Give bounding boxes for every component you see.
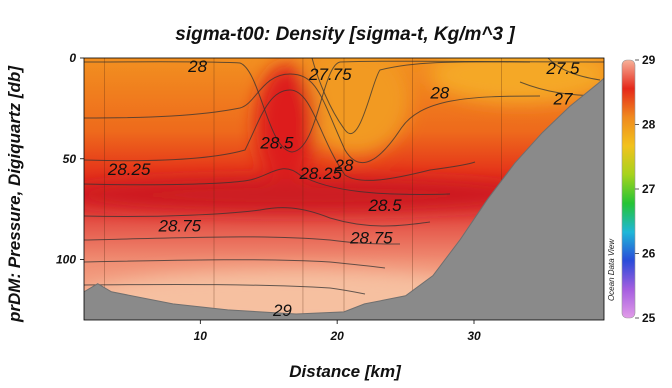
contour-28-5	[84, 168, 451, 195]
station-lines	[104, 58, 502, 320]
colorbar-tick-label: 27	[642, 182, 656, 196]
plot-frame	[83, 57, 605, 321]
x-tick-label: 20	[329, 329, 344, 343]
colorbar-tick-label: 25	[642, 311, 656, 325]
colorbar: 25 26 27 28 29 Ocean Data View	[607, 53, 656, 325]
contour-label: 28.5	[368, 196, 403, 215]
contour-labels: 28 27.752827.52728.2528.52828.2528.528.75…	[107, 57, 580, 320]
contour-label: 28	[334, 156, 354, 175]
contour-label: 28.25	[107, 160, 151, 179]
y-tick-label: 0	[69, 51, 76, 65]
lighter-surface-right	[430, 58, 604, 103]
colorbar-bar	[621, 59, 636, 319]
colorbar-tick-label: 26	[642, 247, 656, 261]
contour-label: 28.75	[349, 228, 393, 247]
x-axis-ticks: 10 20 30	[194, 320, 481, 343]
watermark-text: Ocean Data View	[607, 238, 616, 301]
y-axis-label: prDM: Pressure, Digiquartz [db]	[5, 65, 24, 323]
contour-label: 28.25	[298, 164, 342, 183]
chart-title: sigma-t00: Density [sigma-t, Kg/m^3 ]	[175, 24, 515, 45]
contour-deep-2	[84, 259, 386, 269]
contour-28-25	[84, 89, 476, 181]
contour-label: 27.75	[308, 65, 352, 84]
x-tick-label: 10	[194, 329, 208, 343]
colorbar-tick-label: 28	[642, 118, 656, 132]
y-axis-ticks: 0 50 100	[56, 51, 84, 267]
contour-label: 28.75	[158, 216, 202, 235]
y-tick-label: 100	[56, 253, 76, 267]
contour-label: 28	[187, 57, 207, 76]
contour-label: 27.5	[545, 59, 580, 78]
y-tick-label: 50	[63, 152, 77, 166]
contour-27-5	[547, 58, 601, 81]
contour-label: 28.5	[259, 134, 294, 153]
contour-28-deep	[84, 73, 541, 163]
contour-label: 28	[429, 83, 449, 102]
lighter-surface-center	[300, 58, 410, 155]
contour-28-surface	[84, 60, 604, 153]
contour-label: 29	[272, 301, 292, 320]
dense-layer	[84, 179, 530, 211]
contour-deep-1	[84, 236, 401, 245]
contour-lines	[84, 58, 604, 295]
colorbar-tick-label: 29	[642, 53, 656, 67]
contour-label: 27	[552, 89, 572, 108]
contour-27-75	[311, 58, 531, 134]
contour-deep-3	[84, 283, 366, 295]
x-tick-label: 30	[467, 329, 481, 343]
plot-area	[84, 58, 604, 320]
x-axis-label: Distance [km]	[289, 362, 402, 381]
colorbar-ticks: 25 26 27 28 29	[635, 53, 656, 325]
bottom-topography	[84, 77, 604, 320]
contour-28-75	[84, 207, 431, 227]
